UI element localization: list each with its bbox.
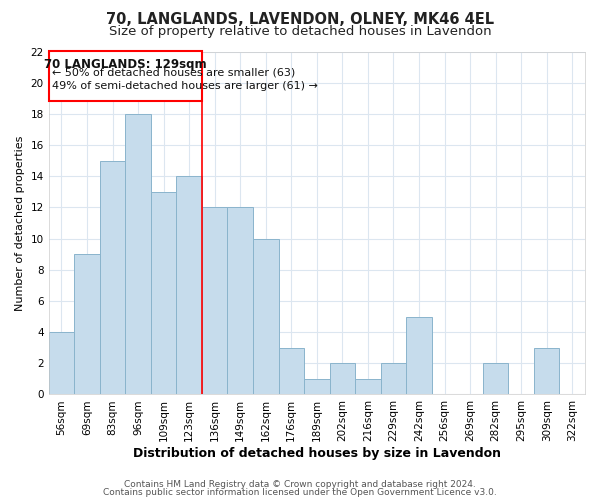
Bar (483, 364, 508, 394)
X-axis label: Distribution of detached houses by size in Lavendon: Distribution of detached houses by size … (133, 447, 501, 460)
Y-axis label: Number of detached properties: Number of detached properties (15, 136, 25, 310)
Bar (304, 379, 329, 394)
Bar (100, 160, 125, 394)
Bar (253, 238, 278, 394)
Bar (202, 208, 227, 394)
Bar (49, 52, 202, 102)
Text: ← 50% of detached houses are smaller (63): ← 50% of detached houses are smaller (63… (52, 67, 296, 77)
Bar (151, 192, 176, 394)
Bar (176, 176, 202, 394)
Bar (355, 379, 380, 394)
Bar (534, 348, 559, 395)
Text: 70, LANGLANDS, LAVENDON, OLNEY, MK46 4EL: 70, LANGLANDS, LAVENDON, OLNEY, MK46 4EL (106, 12, 494, 28)
Text: Contains public sector information licensed under the Open Government Licence v3: Contains public sector information licen… (103, 488, 497, 497)
Bar (406, 316, 432, 394)
Bar (278, 348, 304, 395)
Text: 49% of semi-detached houses are larger (61) →: 49% of semi-detached houses are larger (… (52, 81, 319, 91)
Text: Contains HM Land Registry data © Crown copyright and database right 2024.: Contains HM Land Registry data © Crown c… (124, 480, 476, 489)
Bar (227, 208, 253, 394)
Text: Size of property relative to detached houses in Lavendon: Size of property relative to detached ho… (109, 25, 491, 38)
Bar (380, 364, 406, 394)
Bar (329, 364, 355, 394)
Text: 70 LANGLANDS: 129sqm: 70 LANGLANDS: 129sqm (44, 58, 206, 70)
Bar (74, 254, 100, 394)
Bar (49, 332, 74, 394)
Bar (125, 114, 151, 394)
